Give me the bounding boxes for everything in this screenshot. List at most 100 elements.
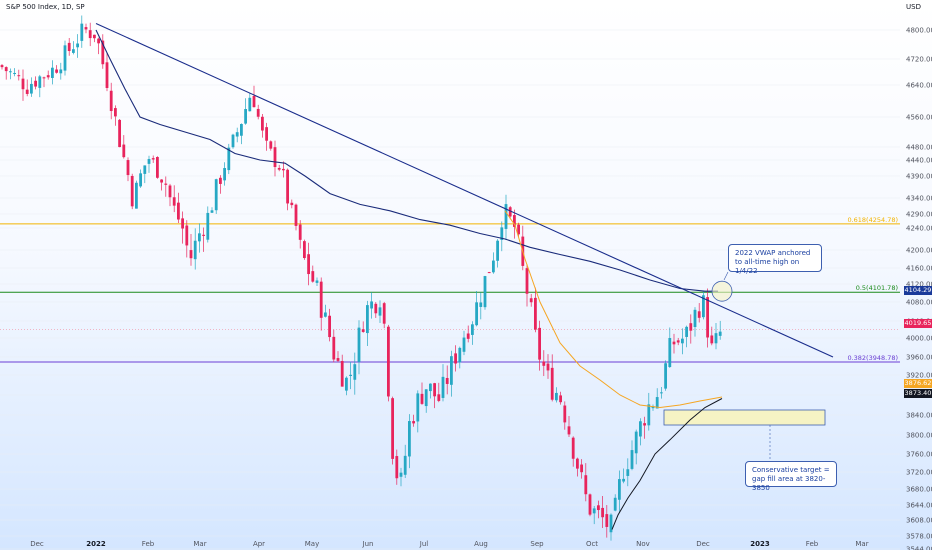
y-tick-label: 3720.00 — [906, 469, 932, 477]
candle-body — [626, 469, 630, 476]
candle-body — [269, 141, 273, 149]
candle-body — [479, 302, 483, 307]
candle-body — [84, 27, 88, 30]
vwap-line-black — [611, 398, 723, 530]
y-tick-label: 4160.00 — [906, 265, 932, 273]
candle-body — [214, 179, 218, 211]
candle-body — [298, 224, 302, 240]
candle-body — [202, 234, 205, 236]
candle-body — [93, 34, 96, 39]
candle-body — [534, 297, 537, 330]
y-tick-label: 4120.00 — [906, 281, 932, 289]
candle-body — [492, 260, 495, 273]
candle-body — [328, 315, 331, 338]
candle-body — [643, 423, 646, 426]
candle-body — [622, 478, 625, 482]
candle-body — [475, 302, 478, 326]
x-tick-label: Dec — [30, 540, 44, 548]
candle-body — [672, 341, 676, 345]
candle-body — [193, 240, 197, 260]
candle-body — [55, 69, 58, 73]
candle-body — [256, 108, 260, 117]
candle-body — [450, 356, 453, 385]
candle-body — [105, 62, 109, 88]
x-tick-label: Oct — [586, 540, 598, 548]
candle-body — [563, 405, 567, 423]
y-tick-label: 4080.00 — [906, 299, 932, 307]
candle-body — [189, 250, 193, 259]
candle-body — [248, 97, 252, 112]
y-tick-label: 3680.00 — [906, 486, 932, 494]
y-tick-label: 4440.00 — [906, 157, 932, 165]
candles-layer — [0, 15, 722, 541]
candle-body — [25, 89, 29, 94]
candle-body — [72, 49, 75, 53]
candle-body — [517, 224, 520, 235]
y-tick-label: 3760.00 — [906, 451, 932, 459]
candle-body — [433, 383, 436, 397]
candle-body — [504, 204, 508, 229]
y-tick-label: 3578.00 — [906, 533, 932, 541]
target-zone-layer — [663, 409, 826, 461]
vwap-annotation-pointer — [723, 271, 729, 281]
candle-body — [172, 197, 176, 206]
candle-body — [126, 160, 130, 176]
candle-body — [483, 276, 487, 308]
candle-body — [651, 406, 655, 409]
candle-body — [80, 23, 84, 41]
candle-body — [34, 80, 37, 87]
y-tick-label: 3608.00 — [906, 517, 932, 525]
candle-body — [324, 312, 327, 317]
vwap-line — [95, 29, 718, 292]
candle-body — [151, 158, 155, 160]
candle-body — [76, 43, 79, 48]
candle-body — [139, 173, 142, 187]
x-tick-label: Jul — [419, 540, 429, 548]
candle-body — [13, 72, 16, 75]
candle-body — [714, 333, 718, 344]
y-tick-label: 4480.00 — [906, 144, 932, 152]
candle-body — [639, 421, 642, 437]
candle-body — [424, 389, 428, 407]
candle-body — [97, 38, 100, 44]
candle-body — [676, 340, 680, 343]
candle-body — [542, 361, 546, 366]
y-tick-label: 4560.00 — [906, 114, 932, 122]
candle-body — [655, 397, 659, 409]
candle-body — [130, 175, 134, 207]
candle-body — [681, 338, 684, 344]
candle-body — [387, 326, 390, 397]
candle-body — [219, 177, 222, 184]
candle-body — [340, 361, 344, 387]
candle-body — [584, 475, 588, 495]
candle-body — [357, 327, 361, 362]
target-annotation: Conservative target = gap fill area at 3… — [745, 461, 837, 492]
candle-body — [88, 30, 92, 39]
y-tick-label: 4200.00 — [906, 247, 932, 255]
candle-body — [702, 295, 705, 318]
candle-body — [685, 326, 688, 337]
candle-body — [416, 393, 420, 422]
y-tick-label: 4800.00 — [906, 27, 932, 35]
candle-body — [42, 77, 46, 79]
candle-body — [235, 132, 239, 137]
x-tick-label: Nov — [636, 540, 650, 548]
vwap-line-orange — [504, 210, 723, 409]
candle-body — [634, 431, 638, 454]
candle-body — [332, 336, 336, 360]
candle-body — [311, 271, 315, 282]
candle-body — [660, 392, 663, 394]
vwap-annotation: 2022 VWAP anchored to all-time high on 1… — [728, 244, 822, 275]
candle-body — [508, 207, 512, 217]
candle-body — [118, 119, 121, 148]
candle-body — [605, 514, 609, 527]
candle-body — [592, 508, 596, 514]
candle-body — [403, 455, 407, 475]
candle-body — [353, 364, 357, 380]
candle-body — [349, 374, 352, 377]
level-label: 0.618(4254.78) — [847, 216, 898, 224]
candle-body — [441, 376, 445, 398]
x-tick-label: 2022 — [86, 540, 106, 548]
y-tick-label: 4240.00 — [906, 225, 932, 233]
